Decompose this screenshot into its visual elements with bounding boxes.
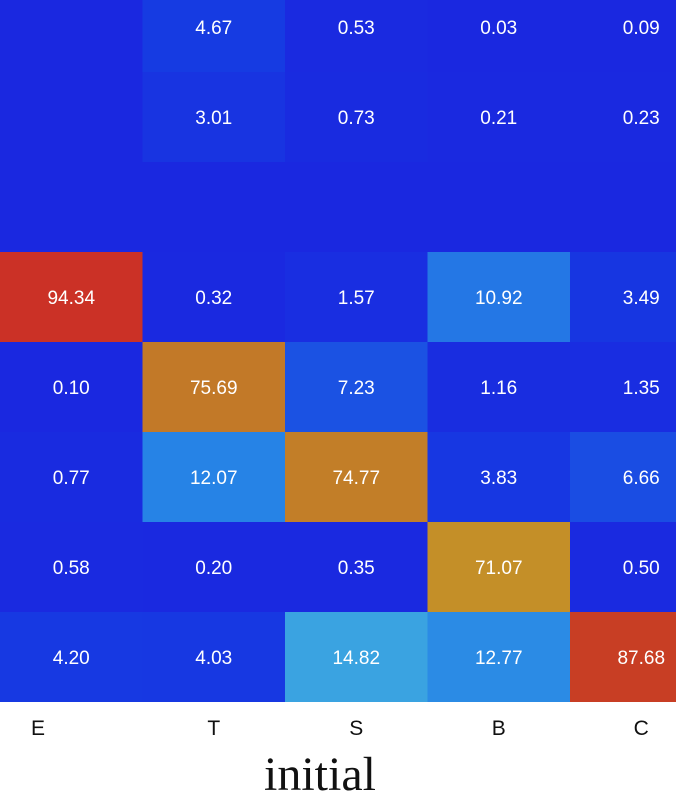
x-axis-title: initial <box>264 748 376 797</box>
heatmap-cell-r4-c0 <box>0 342 143 432</box>
cell-value-label: 0.58 <box>53 558 90 579</box>
cell-value-label: 0.73 <box>338 108 375 129</box>
cell-value-label: 3.01 <box>195 108 232 129</box>
heatmap-cell-r3-c4 <box>570 252 676 342</box>
heatmap-cell-r0-c4 <box>570 0 676 72</box>
cell-value-label: 0.10 <box>53 378 90 399</box>
cell-value-label: 6.66 <box>623 468 660 489</box>
heatmap-cell-r5-c1 <box>142 432 285 522</box>
cell-value-label: 10.92 <box>475 288 523 309</box>
cell-value-label: 0.20 <box>195 558 232 579</box>
heatmap-cell-r5-c4 <box>570 432 676 522</box>
heatmap-cell-r1-c2 <box>285 72 428 162</box>
heatmap-cell-r3-c1 <box>142 252 285 342</box>
cell-value-label: 4.67 <box>195 18 232 39</box>
cell-value-label: 7.23 <box>338 378 375 399</box>
cell-value-label: 87.68 <box>617 648 665 669</box>
heatmap-cell-r7-c2 <box>285 612 428 702</box>
heatmap-cell-r4-c4 <box>570 342 676 432</box>
cell-value-label: 0.53 <box>338 18 375 39</box>
heatmap-cell-r6-c3 <box>427 522 570 612</box>
heatmap-cell-r7-c4 <box>570 612 676 702</box>
heatmap-cell-r6-c2 <box>285 522 428 612</box>
cell-value-label: 0.32 <box>195 288 232 309</box>
heatmap-cell-r0-c2 <box>285 0 428 72</box>
cell-value-label: 0.50 <box>623 558 660 579</box>
heatmap-value-labels: 4.67 0.53 0.03 0.09 3.01 0.73 0.21 0.23 94.34 0.3… <box>47 18 665 669</box>
heatmap-cell-r7-c1 <box>142 612 285 702</box>
heatmap-cell-r0-c1 <box>142 0 285 72</box>
x-tick-label-t: T <box>207 717 220 740</box>
heatmap-cell-r5-c3 <box>427 432 570 522</box>
heatmap-cell-r6-c1 <box>142 522 285 612</box>
heatmap-cell-r3-c3 <box>427 252 570 342</box>
cell-value-label: 75.69 <box>190 378 238 399</box>
cell-value-label: 1.57 <box>338 288 375 309</box>
cell-value-label: 4.03 <box>195 648 232 669</box>
heatmap-cell-r7-c3 <box>427 612 570 702</box>
x-tick-label-c: C <box>634 717 649 740</box>
x-tick-label-s: S <box>349 717 363 740</box>
heatmap-cell-r4-c3 <box>427 342 570 432</box>
cell-value-label: 4.20 <box>53 648 90 669</box>
cell-value-label: 1.16 <box>480 378 517 399</box>
x-tick-label-b: B <box>492 717 506 740</box>
cell-value-label: 0.23 <box>623 108 660 129</box>
heatmap-cell-r1-c1 <box>142 72 285 162</box>
cell-value-label: 71.07 <box>475 558 523 579</box>
heatmap-cell-r4-c1 <box>142 342 285 432</box>
cell-value-label: 1.35 <box>623 378 660 399</box>
heatmap-cell-r6-c0 <box>0 522 143 612</box>
heatmap-cell-r5-c2 <box>285 432 428 522</box>
heatmap-cell-r6-c4 <box>570 522 676 612</box>
heatmap-cell-r5-c0 <box>0 432 143 522</box>
cell-value-label: 3.83 <box>480 468 517 489</box>
cell-value-label: 14.82 <box>332 648 380 669</box>
heatmap-cell-r3-c0 <box>0 252 143 342</box>
cell-value-label: 12.07 <box>190 468 238 489</box>
heatmap-cell-r7-c0 <box>0 612 143 702</box>
heatmap-cell-r1-c3 <box>427 72 570 162</box>
cell-value-label: 94.34 <box>47 288 95 309</box>
cell-value-label: 74.77 <box>332 468 380 489</box>
heatmap-cell-r0-c3 <box>427 0 570 72</box>
heatmap-cell-r4-c2 <box>285 342 428 432</box>
cell-value-label: 12.77 <box>475 648 523 669</box>
heatmap-cells <box>0 0 676 702</box>
cell-value-label: 0.21 <box>480 108 517 129</box>
heatmap-cell-r3-c2 <box>285 252 428 342</box>
cell-value-label: 0.03 <box>480 18 517 39</box>
cell-value-label: 3.49 <box>623 288 660 309</box>
cell-value-label: 0.09 <box>623 18 660 39</box>
heatmap-cell-r1-c4 <box>570 72 676 162</box>
x-tick-label-e: E <box>31 717 45 740</box>
cell-value-label: 0.77 <box>53 468 90 489</box>
cell-value-label: 0.35 <box>338 558 375 579</box>
